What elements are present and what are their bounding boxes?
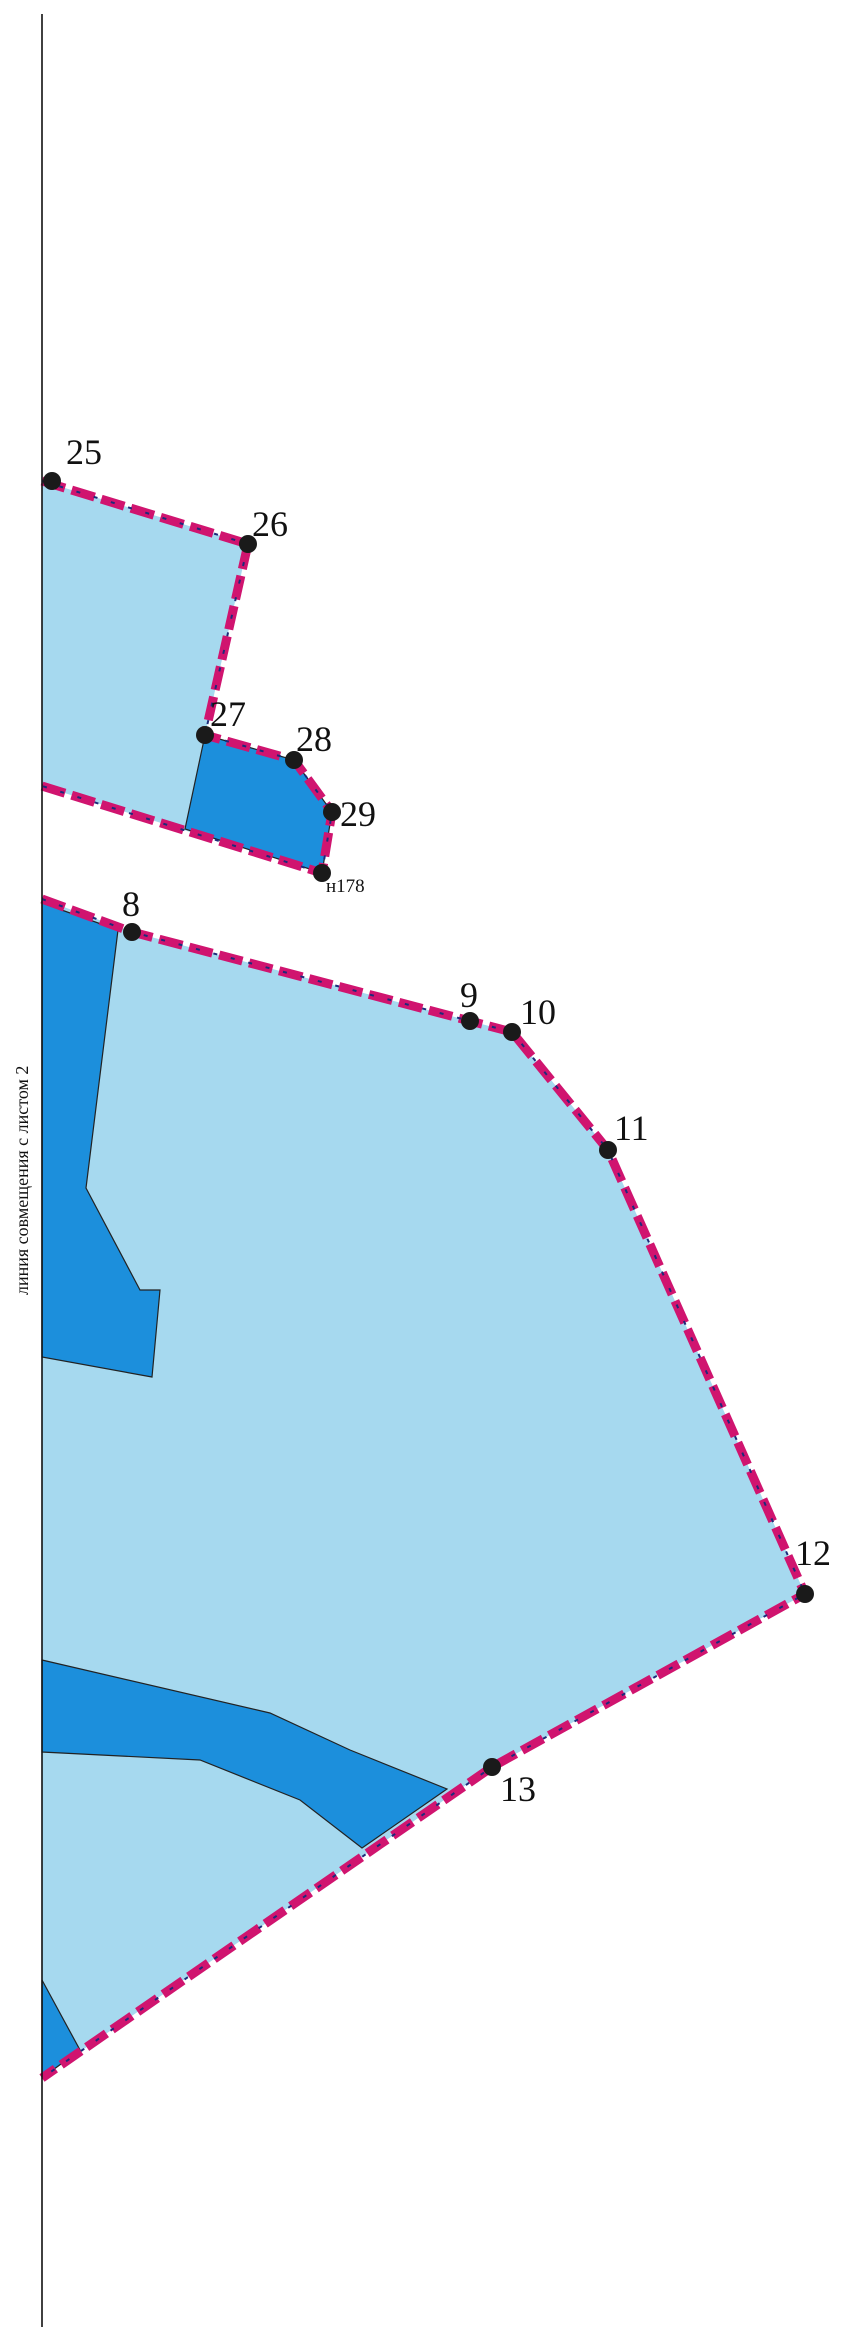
- point-label-27: 27: [210, 694, 246, 734]
- point-label-26: 26: [252, 504, 288, 544]
- point-label-28: 28: [296, 719, 332, 759]
- lower-zone-2: [41, 1659, 449, 1849]
- point-marker: [123, 923, 141, 941]
- point-label-29: 29: [340, 794, 376, 834]
- point-marker: [285, 751, 303, 769]
- point-marker: [503, 1023, 521, 1041]
- point-marker: [461, 1012, 479, 1030]
- lower-boundary-dash: [39, 894, 811, 2082]
- point-label-13: 13: [500, 1769, 536, 1809]
- point-label-n178: н178: [326, 876, 365, 897]
- point-label-9: 9: [460, 975, 478, 1015]
- point-label-10: 10: [520, 992, 556, 1032]
- point-marker: [196, 726, 214, 744]
- lower-parcel-fill: [42, 899, 805, 2078]
- lower-parcel: [39, 894, 811, 2082]
- point-marker: [43, 472, 61, 490]
- point-marker: [323, 803, 341, 821]
- lower-zone-1: [41, 902, 161, 1378]
- upper-parcel: [40, 476, 337, 879]
- point-marker: [483, 1758, 501, 1776]
- sheet-joining-label: линия совмещения с листом 2: [12, 1066, 32, 1295]
- point-marker: [599, 1141, 617, 1159]
- point-marker: [796, 1585, 814, 1603]
- point-label-8: 8: [122, 884, 140, 924]
- point-label-25: 25: [66, 432, 102, 472]
- point-label-11: 11: [614, 1108, 649, 1148]
- point-marker: [239, 535, 257, 553]
- boundary-points: [43, 472, 814, 1776]
- point-marker: [313, 864, 331, 882]
- point-label-12: 12: [795, 1533, 831, 1573]
- point-labels: 25 26 27 28 29 н178 8 9 10 11 12 13: [66, 432, 831, 1809]
- lower-boundary-core: [41, 898, 807, 2079]
